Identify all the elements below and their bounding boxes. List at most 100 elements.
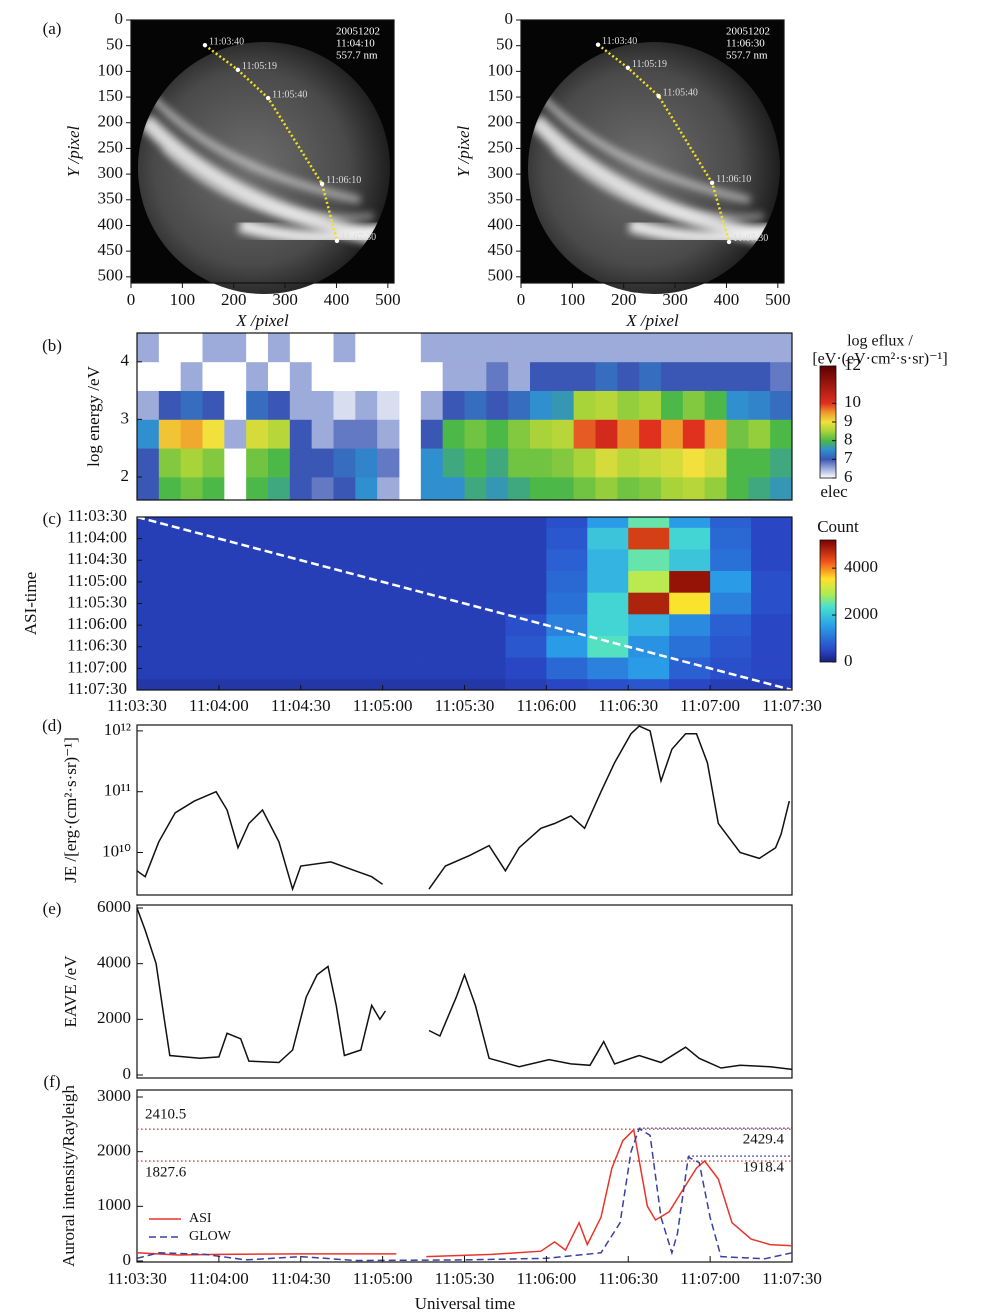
heat-cell xyxy=(382,527,424,550)
y-tick-label: 0 xyxy=(123,1064,132,1083)
x-tick-label: 400 xyxy=(324,290,350,309)
y-tick-label: 150 xyxy=(488,86,514,105)
heat-cell xyxy=(508,390,531,420)
heat-cell xyxy=(595,361,618,391)
heat-cell xyxy=(423,527,465,550)
heat-cell xyxy=(382,657,424,680)
track-point xyxy=(625,65,631,70)
heat-cell xyxy=(505,549,547,572)
heat-cell xyxy=(382,679,424,690)
x-tick-label: 11:04:00 xyxy=(189,1269,249,1288)
heat-cell xyxy=(530,333,553,363)
heat-cell xyxy=(770,448,792,478)
heat-cell xyxy=(423,635,465,658)
heat-cell xyxy=(770,361,792,391)
y-axis-label: EAVE /eV xyxy=(61,955,80,1028)
heat-cell xyxy=(259,549,302,572)
heat-cell xyxy=(355,419,378,449)
heat-cell xyxy=(704,333,727,363)
heat-cell xyxy=(669,592,711,615)
heat-cell xyxy=(508,476,531,500)
heat-cell xyxy=(704,390,727,420)
heat-cell xyxy=(311,333,334,363)
colorbar-tick-label: 0 xyxy=(844,651,853,670)
heat-cell xyxy=(770,419,792,449)
heat-cell xyxy=(628,592,670,615)
heat-cell xyxy=(748,361,771,391)
heat-cell xyxy=(505,527,547,550)
heat-cell xyxy=(770,333,792,363)
heat-cell xyxy=(486,390,509,420)
heat-cell xyxy=(751,614,792,637)
heat-cell xyxy=(530,361,553,391)
heat-cell xyxy=(505,657,547,680)
heat-cell xyxy=(639,448,662,478)
heat-cell xyxy=(486,448,509,478)
heat-cell xyxy=(259,657,302,680)
y-tick-label: 100 xyxy=(98,60,124,79)
track-point xyxy=(202,42,208,48)
track-point xyxy=(726,239,732,245)
y-tick-label: 10¹⁰ xyxy=(102,841,131,860)
aurora xyxy=(139,92,390,248)
heat-cell xyxy=(137,614,179,637)
x-tick-label: 200 xyxy=(611,290,637,309)
heat-cell xyxy=(423,592,465,615)
data-line xyxy=(136,1128,793,1258)
heat-cell xyxy=(748,448,771,478)
heat-cell xyxy=(710,635,752,658)
heat-cell xyxy=(333,333,356,363)
x-tick-label: 11:06:30 xyxy=(598,1269,658,1288)
heat-cell xyxy=(464,635,506,658)
y-axis-label: Y /pixel xyxy=(64,125,83,177)
heat-cell xyxy=(442,448,465,478)
heat-cell xyxy=(382,635,424,658)
heat-cell xyxy=(420,448,444,478)
heat-cell xyxy=(300,635,343,658)
y-tick-label: 3000 xyxy=(97,1086,131,1105)
heat-cell xyxy=(224,361,247,391)
colorbar-tick-label: 6 xyxy=(844,467,853,486)
heat-cell xyxy=(311,419,334,449)
heat-cell xyxy=(158,361,182,391)
y-tick-label: 4000 xyxy=(97,953,131,972)
x-tick-label: 11:07:00 xyxy=(680,696,740,715)
y-tick-label: 11:07:30 xyxy=(67,679,127,698)
heat-cell xyxy=(551,476,575,500)
heatmap xyxy=(137,517,792,690)
heat-cell xyxy=(177,527,220,550)
heat-cell xyxy=(300,679,343,690)
heat-cell xyxy=(530,448,553,478)
x-tick-label: 400 xyxy=(714,290,740,309)
heat-cell xyxy=(259,527,302,550)
heat-cell xyxy=(382,571,424,594)
heat-cell xyxy=(333,476,356,500)
x-tick-label: 11:06:00 xyxy=(516,696,576,715)
heat-cell xyxy=(587,517,629,529)
heat-cell xyxy=(377,361,400,391)
y-tick-label: 11:04:00 xyxy=(67,528,127,547)
heat-cell xyxy=(682,390,706,420)
track-point xyxy=(235,67,241,73)
heat-cell xyxy=(628,527,670,550)
heat-cell xyxy=(423,549,465,572)
y-tick-label: 200 xyxy=(98,112,124,131)
heat-cell xyxy=(628,571,670,594)
x-tick-label: 500 xyxy=(375,290,401,309)
y-tick-label: 6000 xyxy=(97,897,131,916)
heat-cell xyxy=(158,390,182,420)
heat-cell xyxy=(595,476,618,500)
asi-trace xyxy=(137,517,792,690)
heat-cell xyxy=(748,419,771,449)
x-tick-label: 11:04:30 xyxy=(271,696,331,715)
heat-cell xyxy=(246,333,269,363)
heat-cell xyxy=(137,527,179,550)
heat-cell xyxy=(333,419,356,449)
colorbar-tick-label: 10 xyxy=(844,392,861,411)
heat-cell xyxy=(423,517,465,529)
y-tick-label: 1000 xyxy=(97,1195,131,1214)
heat-cell xyxy=(218,679,261,690)
heat-cell xyxy=(137,592,179,615)
heat-cell xyxy=(704,419,727,449)
heat-cell xyxy=(464,657,506,680)
